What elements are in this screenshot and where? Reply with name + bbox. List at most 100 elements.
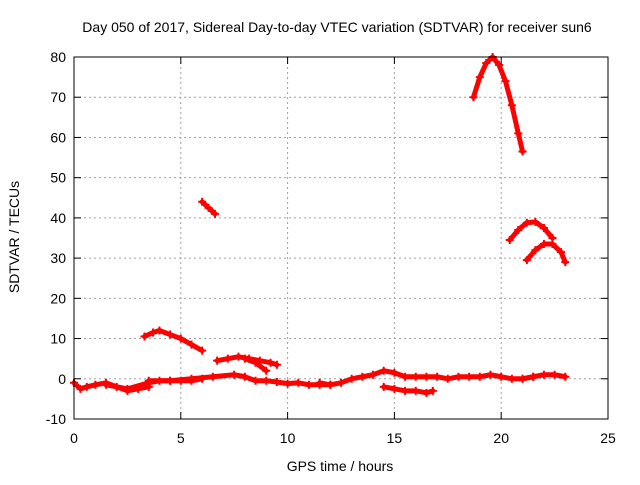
data-point bbox=[149, 328, 158, 337]
data-point bbox=[518, 374, 527, 383]
data-point bbox=[561, 258, 570, 267]
data-point bbox=[266, 358, 275, 367]
data-point bbox=[144, 376, 153, 385]
data-point bbox=[210, 209, 219, 218]
data-point bbox=[315, 378, 324, 387]
data-point bbox=[539, 223, 548, 232]
data-point bbox=[76, 384, 85, 393]
data-point bbox=[294, 378, 303, 387]
data-point bbox=[198, 346, 207, 355]
data-point bbox=[213, 356, 222, 365]
data-point bbox=[475, 372, 484, 381]
data-point bbox=[443, 374, 452, 383]
data-point bbox=[82, 382, 91, 391]
data-point bbox=[505, 236, 514, 245]
data-point bbox=[187, 340, 196, 349]
series-arc-peak-80 bbox=[469, 53, 527, 156]
data-point bbox=[454, 372, 463, 381]
x-tick-label: 5 bbox=[177, 430, 185, 446]
data-point bbox=[501, 77, 510, 86]
data-point bbox=[411, 386, 420, 395]
y-tick-label: 20 bbox=[50, 290, 66, 306]
y-tick-label: 10 bbox=[50, 331, 66, 347]
data-point bbox=[469, 93, 478, 102]
data-point bbox=[507, 374, 516, 383]
data-layer bbox=[70, 53, 570, 397]
data-point bbox=[529, 372, 538, 381]
data-point bbox=[522, 218, 531, 227]
data-point bbox=[272, 377, 281, 386]
series-arc-peak-11 bbox=[140, 326, 207, 355]
data-point bbox=[514, 129, 523, 138]
data-point bbox=[102, 380, 111, 389]
data-point bbox=[482, 59, 491, 68]
data-point bbox=[390, 368, 399, 377]
data-point bbox=[539, 240, 548, 249]
data-point bbox=[379, 366, 388, 375]
series-arc-peak-39 bbox=[505, 217, 557, 245]
series-line bbox=[507, 219, 555, 243]
series-arc-6h-43 bbox=[198, 197, 219, 218]
y-tick-label: -10 bbox=[46, 411, 66, 427]
data-point bbox=[251, 358, 260, 367]
data-point bbox=[326, 380, 335, 389]
data-point bbox=[187, 374, 196, 383]
data-point bbox=[304, 380, 313, 389]
y-tick-label: 0 bbox=[58, 371, 66, 387]
x-tick-label: 25 bbox=[600, 430, 616, 446]
data-point bbox=[166, 330, 175, 339]
data-point bbox=[433, 372, 442, 381]
data-point bbox=[123, 384, 132, 393]
data-point bbox=[337, 378, 345, 387]
data-point bbox=[507, 101, 516, 110]
data-point bbox=[531, 246, 540, 255]
x-tick-label: 15 bbox=[387, 430, 403, 446]
x-tick-label: 10 bbox=[280, 430, 296, 446]
y-tick-label: 40 bbox=[50, 210, 66, 226]
data-point bbox=[176, 334, 185, 343]
data-point bbox=[422, 388, 431, 397]
series-arc-8h-tail bbox=[240, 354, 271, 375]
data-point bbox=[497, 372, 506, 381]
data-point bbox=[262, 376, 271, 385]
y-tick-label: 80 bbox=[50, 49, 66, 65]
x-tick-label: 0 bbox=[70, 430, 78, 446]
data-point bbox=[347, 374, 356, 383]
data-point bbox=[379, 382, 388, 391]
series-arc-baseline-d bbox=[315, 366, 538, 389]
data-point bbox=[514, 225, 523, 234]
data-point bbox=[251, 376, 260, 385]
data-point bbox=[155, 326, 164, 335]
data-point bbox=[561, 372, 570, 381]
data-point bbox=[475, 73, 484, 82]
data-point bbox=[522, 256, 531, 265]
data-point bbox=[539, 370, 548, 379]
data-point bbox=[550, 370, 559, 379]
data-point bbox=[401, 372, 410, 381]
data-point bbox=[411, 372, 420, 381]
data-point bbox=[240, 354, 249, 363]
data-point bbox=[428, 386, 437, 395]
series-arc-peak-33 bbox=[522, 240, 570, 267]
data-point bbox=[234, 352, 243, 361]
y-tick-label: 30 bbox=[50, 250, 66, 266]
y-axis-label: SDTVAR / TECUs bbox=[6, 181, 22, 293]
series-arc-baseline-e bbox=[518, 370, 570, 383]
y-tick-label: 50 bbox=[50, 170, 66, 186]
data-point bbox=[518, 147, 527, 156]
data-point bbox=[230, 370, 239, 379]
data-point bbox=[465, 372, 474, 381]
data-point bbox=[208, 372, 217, 381]
data-point bbox=[495, 61, 504, 70]
data-point bbox=[272, 360, 281, 369]
y-tick-label: 70 bbox=[50, 89, 66, 105]
data-point bbox=[262, 366, 271, 375]
x-tick-label: 20 bbox=[493, 430, 509, 446]
data-point bbox=[204, 203, 213, 212]
data-point bbox=[548, 240, 557, 249]
data-point bbox=[283, 379, 292, 388]
data-point bbox=[91, 380, 100, 389]
